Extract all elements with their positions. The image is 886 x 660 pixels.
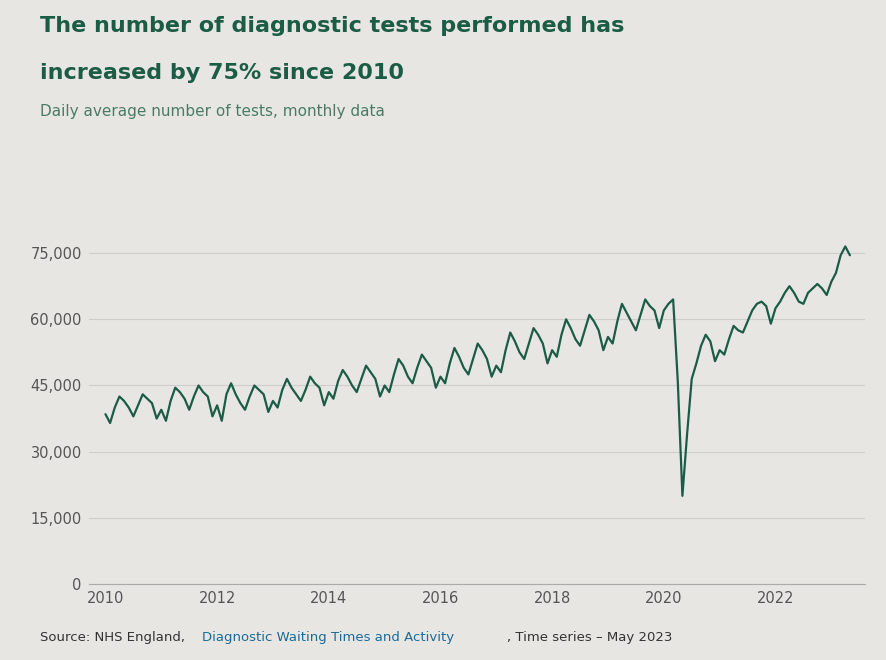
Text: Source: NHS England,: Source: NHS England, [40, 630, 189, 644]
Text: Daily average number of tests, monthly data: Daily average number of tests, monthly d… [40, 104, 385, 119]
Text: Diagnostic Waiting Times and Activity: Diagnostic Waiting Times and Activity [202, 630, 454, 644]
Text: The number of diagnostic tests performed has: The number of diagnostic tests performed… [40, 16, 624, 36]
Text: , Time series – May 2023: , Time series – May 2023 [507, 630, 672, 644]
Text: increased by 75% since 2010: increased by 75% since 2010 [40, 63, 403, 82]
